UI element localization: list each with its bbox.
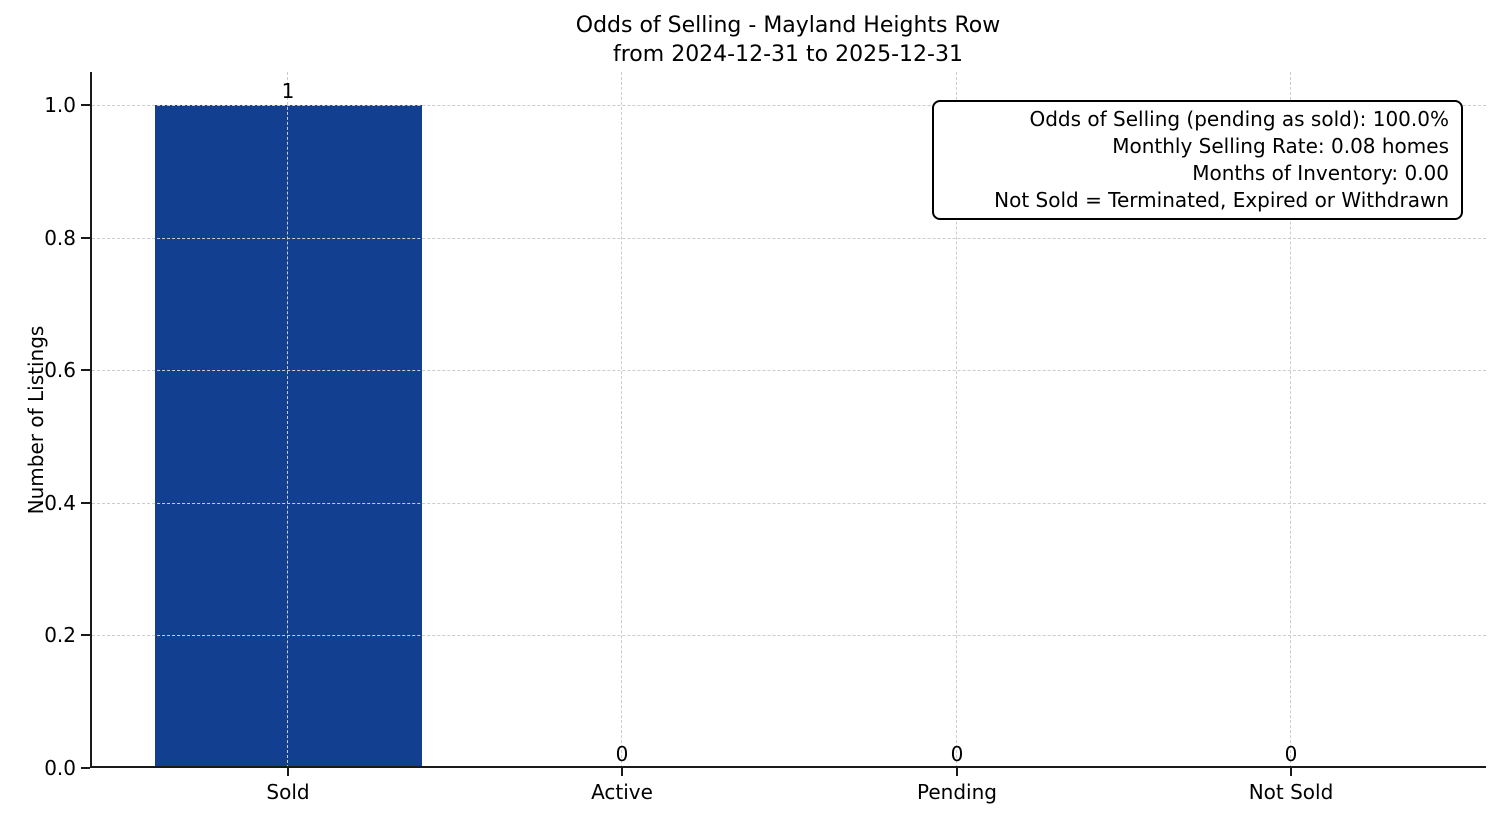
bar-value-label-not-sold: 0 bbox=[1284, 742, 1298, 766]
bar-sold bbox=[154, 105, 422, 768]
y-axis-spine bbox=[90, 72, 92, 768]
y-tick-label-0-2: 0.2 bbox=[44, 623, 76, 647]
gridline-y-0-2 bbox=[92, 635, 1486, 636]
x-axis-spine bbox=[90, 766, 1486, 768]
y-tick-0-4 bbox=[81, 502, 90, 504]
x-tick-sold bbox=[287, 768, 289, 776]
gridline-x-pending bbox=[956, 72, 957, 768]
stats-annotation-box: Odds of Selling (pending as sold): 100.0… bbox=[932, 100, 1463, 220]
y-axis-label: Number of Listings bbox=[24, 325, 48, 515]
x-tick-label-pending: Pending bbox=[917, 780, 997, 804]
y-tick-1-0 bbox=[81, 104, 90, 106]
y-tick-0-8 bbox=[81, 237, 90, 239]
y-tick-label-0-4: 0.4 bbox=[44, 491, 76, 515]
gridline-x-not-sold bbox=[1290, 72, 1291, 768]
gridline-y-0-8 bbox=[92, 238, 1486, 239]
stat-monthly-selling-rate: Monthly Selling Rate: 0.08 homes bbox=[1112, 134, 1449, 158]
y-tick-label-1-0: 1.0 bbox=[44, 93, 76, 117]
x-tick-label-active: Active bbox=[591, 780, 653, 804]
y-tick-label-0-0: 0.0 bbox=[44, 756, 76, 780]
gridline-x-active bbox=[621, 72, 622, 768]
x-tick-pending bbox=[956, 768, 958, 776]
stat-odds-of-selling: Odds of Selling (pending as sold): 100.0… bbox=[1029, 107, 1449, 131]
bar-value-label-sold: 1 bbox=[281, 79, 295, 104]
gridline-x-sold bbox=[287, 72, 288, 768]
stat-not-sold-definition: Not Sold = Terminated, Expired or Withdr… bbox=[994, 188, 1449, 212]
bar-value-label-active: 0 bbox=[615, 742, 629, 766]
chart-subtitle: from 2024-12-31 to 2025-12-31 bbox=[613, 42, 963, 67]
gridline-y-1-0 bbox=[92, 105, 1486, 106]
y-tick-label-0-8: 0.8 bbox=[44, 226, 76, 250]
stat-months-of-inventory: Months of Inventory: 0.00 bbox=[1192, 161, 1449, 185]
y-tick-0-0 bbox=[81, 767, 90, 769]
y-tick-label-0-6: 0.6 bbox=[44, 358, 76, 382]
x-tick-active bbox=[621, 768, 623, 776]
x-tick-label-sold: Sold bbox=[266, 780, 310, 804]
bar-value-label-pending: 0 bbox=[950, 742, 964, 766]
chart-title: Odds of Selling - Mayland Heights Row bbox=[575, 13, 1001, 38]
y-tick-0-6 bbox=[81, 369, 90, 371]
y-tick-0-2 bbox=[81, 634, 90, 636]
gridline-y-0-6 bbox=[92, 370, 1486, 371]
x-tick-not-sold bbox=[1290, 768, 1292, 776]
x-tick-label-not-sold: Not Sold bbox=[1248, 780, 1334, 804]
gridline-y-0-4 bbox=[92, 503, 1486, 504]
